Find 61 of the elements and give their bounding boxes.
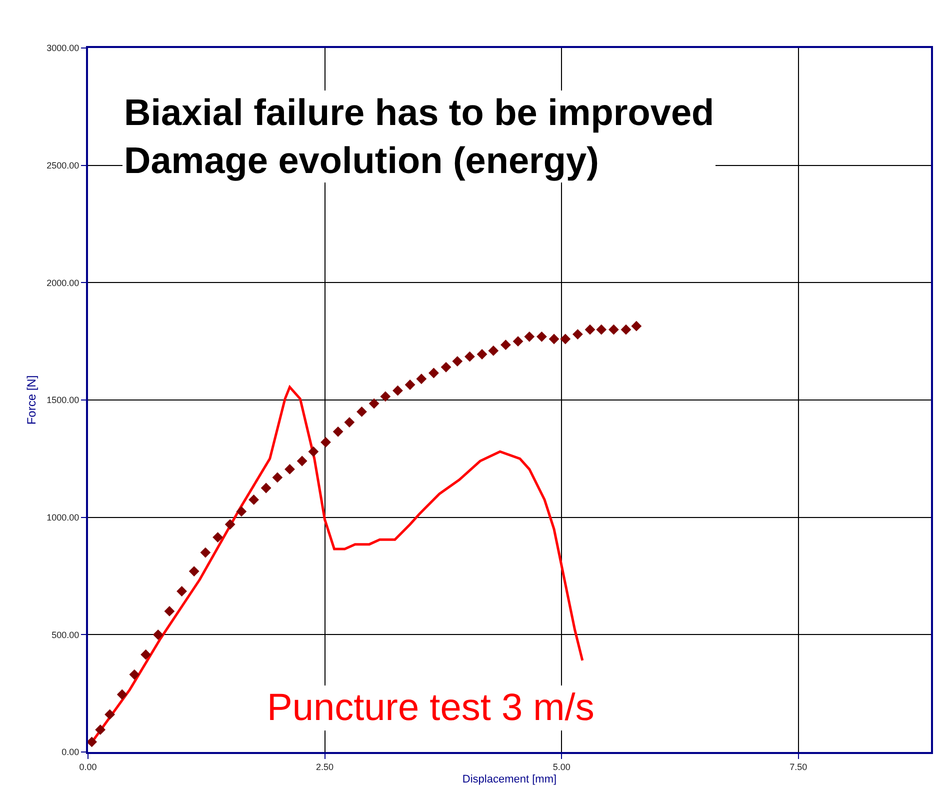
point (129, 669, 140, 680)
point (416, 374, 427, 384)
y-tick-label: 500.00 (52, 630, 80, 640)
x-tick-label: 2.50 (316, 762, 334, 772)
x-tick-label: 5.00 (552, 762, 570, 772)
point (224, 519, 236, 530)
point (620, 324, 632, 335)
point (296, 456, 308, 466)
point (152, 629, 164, 640)
x-tick-label: 0.00 (79, 762, 97, 772)
x-tick-label: 7.50 (790, 762, 808, 772)
point (272, 472, 283, 483)
annotation: Biaxial failure has to be improved Damage evolution (energy) (124, 92, 714, 182)
point (500, 340, 511, 350)
point (284, 464, 295, 474)
point (260, 482, 272, 494)
y-tick-label: 1000.00 (46, 512, 80, 522)
point (380, 391, 391, 402)
point (332, 426, 344, 437)
point (392, 385, 403, 396)
point (116, 689, 128, 700)
point (596, 324, 607, 335)
point (560, 334, 571, 344)
y-tick-label: 3000.00 (46, 43, 80, 54)
point (368, 398, 380, 409)
point (584, 324, 596, 335)
point (212, 532, 223, 542)
y-tick-label: 2000.00 (46, 278, 80, 288)
point (608, 324, 619, 335)
point (320, 437, 331, 448)
point (572, 329, 583, 340)
point (464, 351, 475, 362)
point (428, 368, 439, 378)
y-tick-label: 1500.00 (46, 395, 80, 406)
point (440, 362, 452, 372)
point (164, 606, 175, 616)
point (452, 356, 463, 366)
point (188, 566, 200, 577)
y-axis-title: Force [N] (24, 375, 38, 425)
point (344, 417, 355, 428)
point (404, 380, 416, 390)
point (140, 649, 151, 660)
point (631, 320, 642, 332)
point (200, 547, 211, 558)
point (308, 446, 319, 457)
point (488, 346, 499, 356)
point (524, 331, 535, 342)
point (476, 349, 488, 360)
point (176, 586, 187, 596)
y-tick-label: 2500.00 (46, 160, 80, 170)
y-tick-label: 0.00 (62, 747, 80, 758)
point (95, 724, 106, 735)
x-axis-title: Displacement [mm] (462, 774, 557, 786)
point (536, 331, 547, 342)
annotation: Puncture test 3 m/s (267, 687, 594, 729)
point (236, 506, 247, 517)
point (512, 336, 524, 347)
point (248, 494, 259, 505)
point (548, 334, 560, 344)
point (104, 709, 115, 720)
point (356, 406, 367, 417)
